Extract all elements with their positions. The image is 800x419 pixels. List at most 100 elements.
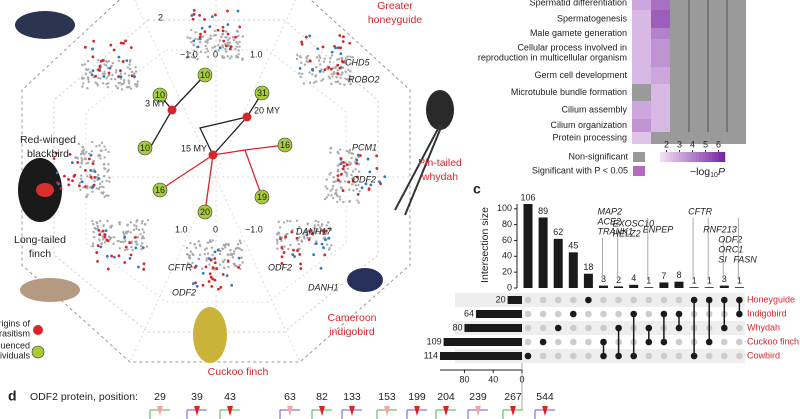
- scatter-dot: [80, 180, 84, 184]
- scatter-dot: [296, 232, 299, 236]
- scatter-dot: [328, 77, 332, 80]
- scatter-dot: [117, 221, 121, 224]
- scatter-dot: [198, 13, 202, 17]
- scatter-dot: [334, 80, 338, 84]
- scatter-dot: [203, 30, 207, 34]
- scatter-dot: [236, 42, 239, 45]
- matrix-dot: [600, 296, 607, 304]
- scatter-dot: [89, 175, 93, 179]
- scatter-dot: [187, 253, 190, 257]
- scatter-dot: [209, 258, 213, 262]
- scatter-dot: [206, 252, 210, 255]
- scatter-dot: [306, 230, 310, 233]
- scatter-dot: [223, 266, 226, 270]
- scatter-dot: [84, 72, 88, 76]
- scatter-dot: [192, 43, 195, 46]
- matrix-dot: [675, 296, 683, 304]
- scatter-dot: [336, 58, 339, 61]
- colorbar: [715, 152, 719, 162]
- heat-cell: [670, 10, 689, 28]
- bar: [599, 285, 608, 288]
- scatter-dot: [145, 245, 149, 248]
- scatter-dot: [136, 80, 139, 83]
- gene-note: HELZ2: [613, 228, 641, 238]
- scatter-dot: [201, 283, 205, 287]
- scatter-dot: [190, 14, 194, 17]
- scatter-dot: [100, 242, 103, 246]
- scatter-dot: [191, 252, 194, 256]
- scatter-dot: [129, 87, 133, 90]
- scatter-dot: [91, 244, 94, 248]
- bar: [538, 217, 548, 288]
- scatter-dot: [300, 61, 303, 65]
- scatter-dot: [135, 225, 138, 228]
- scatter-dot: [236, 9, 240, 13]
- matrix-dot: [554, 310, 562, 318]
- scatter-dot: [238, 264, 242, 267]
- scatter-dot: [99, 59, 103, 63]
- scatter-dot: [204, 44, 207, 48]
- scatter-dot: [340, 56, 344, 60]
- scatter-dot: [115, 85, 118, 88]
- scatter-dot: [123, 261, 127, 264]
- scatter-dot: [318, 54, 321, 57]
- scatter-dot: [234, 47, 237, 51]
- gene-note: TRANK1: [598, 226, 634, 236]
- matrix-dot: [600, 310, 607, 318]
- matrix-dot: [570, 296, 577, 304]
- scatter-dot: [211, 239, 214, 242]
- matrix-dot-on: [645, 324, 653, 332]
- scatter-dot: [231, 36, 234, 39]
- term-label: Spermatogenesis: [557, 13, 628, 23]
- scatter-dot: [346, 167, 350, 170]
- scatter-dot: [97, 187, 101, 191]
- scatter-dot: [200, 26, 204, 30]
- set-name: Honeyguide: [747, 294, 795, 304]
- cbar-tick-label: 5: [703, 139, 708, 149]
- heat-cell: [708, 84, 727, 101]
- scatter-dot: [316, 47, 320, 51]
- scatter-dot: [330, 54, 334, 57]
- scatter-dot: [86, 68, 90, 71]
- scatter-dot: [318, 56, 322, 59]
- scatter-dot: [277, 231, 280, 234]
- scatter-dot: [103, 174, 106, 178]
- scatter-dot: [347, 180, 351, 184]
- axis-label: −1.0: [245, 224, 263, 234]
- decoration: [15, 0, 645, 410]
- scatter-dot: [227, 265, 230, 269]
- scatter-dot: [146, 218, 150, 222]
- scatter-dot: [98, 233, 102, 237]
- scatter-dot: [226, 55, 230, 58]
- scatter-dot: [101, 229, 105, 233]
- scatter-dot: [355, 175, 359, 179]
- scatter-dot: [341, 167, 345, 171]
- scatter-dot: [134, 66, 137, 69]
- scatter-dot: [67, 178, 70, 181]
- colorbar: [692, 152, 696, 162]
- scatter-dot: [313, 231, 317, 234]
- scatter-dot: [330, 50, 334, 54]
- scatter-dot: [79, 188, 82, 191]
- scatter-dot: [123, 248, 127, 252]
- set-name: Cuckoo finch: [747, 336, 799, 346]
- matrix-dot: [675, 338, 683, 346]
- scatter-dot: [207, 280, 211, 283]
- colorbar: [660, 152, 664, 162]
- scatter-dot: [333, 72, 336, 76]
- matrix-dot: [539, 310, 547, 318]
- heat-cell: [651, 10, 670, 28]
- scatter-dot: [345, 174, 348, 178]
- panel-label: d: [8, 388, 17, 404]
- scatter-dot: [325, 243, 329, 246]
- individuals-count: 10: [155, 90, 165, 100]
- species-label: Long-tailed: [14, 234, 66, 246]
- y-tick-label: 40: [502, 251, 512, 261]
- scatter-dot: [308, 81, 312, 84]
- heat-cell: [727, 39, 746, 67]
- heat-cell: [632, 84, 651, 101]
- bird: [15, 11, 75, 39]
- scatter-dot: [224, 30, 228, 33]
- scatter-dot: [191, 56, 195, 59]
- scatter-dot: [96, 244, 100, 248]
